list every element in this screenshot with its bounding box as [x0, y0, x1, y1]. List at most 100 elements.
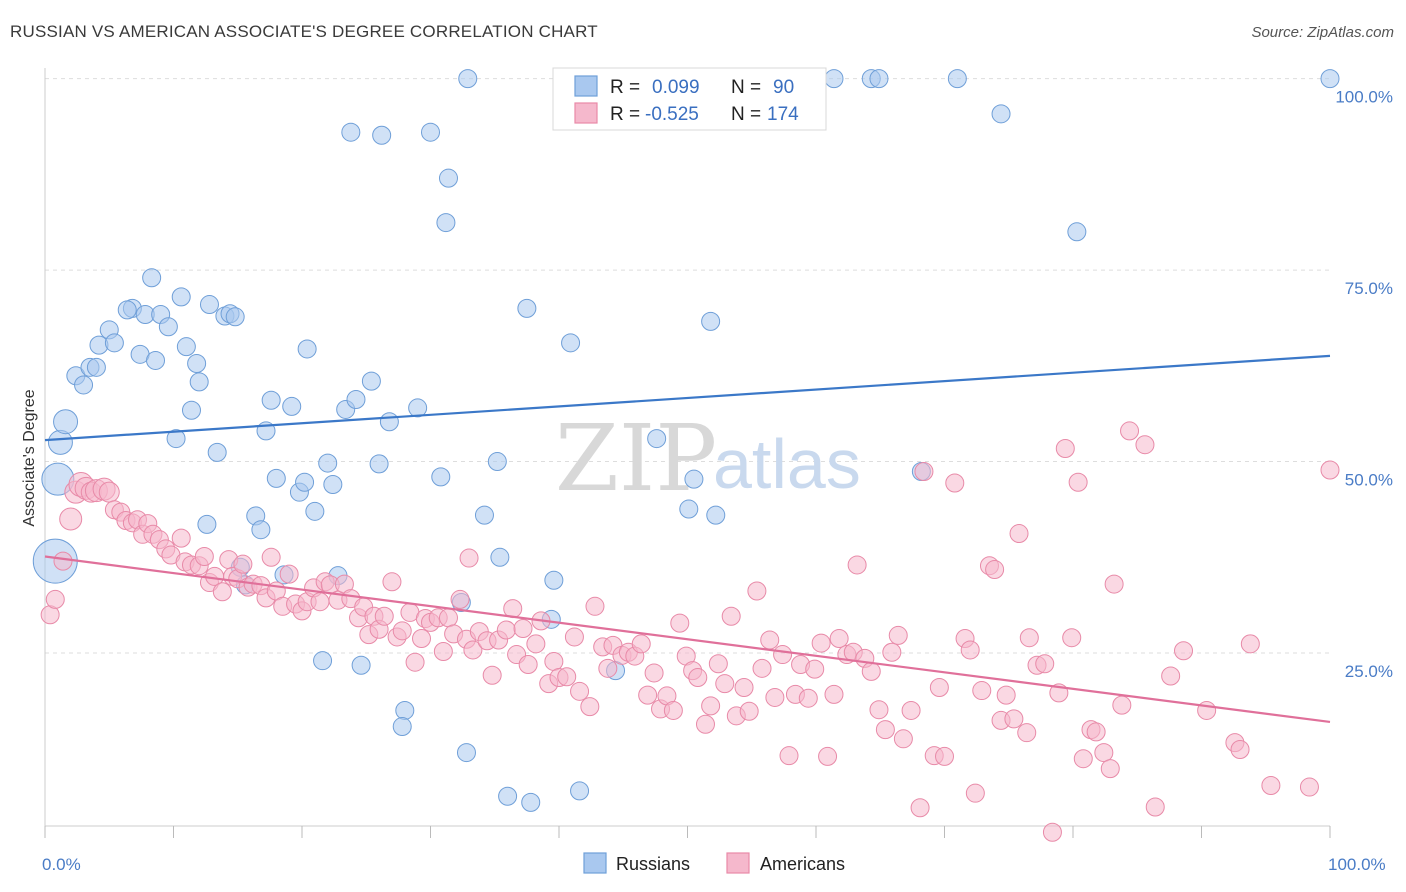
american-point-112: [715, 674, 735, 694]
american-point-81: [513, 619, 533, 639]
american-point-185: [1320, 460, 1340, 480]
russian-point-59: [421, 122, 440, 142]
russian-point-26: [199, 295, 219, 315]
russian-point-74: [561, 333, 581, 353]
russian-point-37: [266, 468, 286, 488]
russian-point-62: [436, 213, 456, 233]
russian-point-2: [47, 429, 73, 455]
american-point-173: [1112, 695, 1132, 715]
russian-point-72: [544, 570, 564, 590]
russian-point-42: [297, 339, 317, 359]
american-point-140: [893, 729, 913, 749]
american-point-176: [1145, 797, 1165, 817]
american-point-181: [1230, 740, 1250, 760]
american-point-83: [526, 634, 546, 654]
russian-point-86: [947, 69, 967, 89]
american-point-82: [518, 655, 538, 675]
russian-point-58: [408, 398, 428, 418]
russian-point-44: [313, 651, 333, 671]
russian-point-15: [142, 268, 162, 288]
american-point-63: [412, 628, 432, 648]
american-point-90: [570, 681, 590, 701]
american-point-153: [985, 560, 1005, 580]
american-point-149: [960, 640, 980, 660]
american-point-135: [861, 661, 881, 681]
american-point-145: [929, 677, 949, 697]
american-point-100: [638, 685, 658, 705]
russian-point-21: [176, 337, 196, 357]
y-axis-tick-labels: 25.0% 50.0% 75.0% 100.0%: [1335, 88, 1393, 681]
american-point-60: [392, 621, 412, 641]
american-point-138: [882, 642, 902, 662]
american-point-122: [779, 746, 799, 766]
american-point-178: [1174, 641, 1194, 661]
russian-point-68: [490, 547, 510, 567]
american-point-29: [212, 582, 232, 602]
russian-point-27: [207, 442, 227, 462]
american-point-151: [972, 681, 992, 701]
bottom-legend-swatch-americans: [726, 852, 750, 874]
russian-point-79: [684, 469, 704, 489]
american-point-156: [1004, 709, 1024, 729]
russian-point-69: [498, 786, 518, 806]
legend-r-label-2: R =: [610, 104, 640, 125]
legend-r-label-1: R =: [610, 77, 640, 98]
american-point-70: [450, 589, 470, 609]
russian-point-80: [701, 311, 721, 331]
legend-swatch-russians: [574, 75, 598, 97]
american-point-22: [171, 528, 191, 548]
american-point-150: [965, 783, 985, 803]
american-point-118: [752, 658, 772, 678]
legend-n-value-2: 174: [767, 104, 799, 125]
russian-point-70: [521, 792, 541, 812]
legend-r-value-2: -0.525: [645, 104, 699, 125]
american-point-146: [935, 746, 954, 766]
russian-point-84: [869, 69, 889, 89]
american-point-72: [459, 548, 479, 568]
y-tick-label-75: 75.0%: [1345, 279, 1393, 298]
russian-point-25: [197, 514, 217, 534]
american-point-175: [1135, 435, 1155, 455]
russian-point-60: [431, 467, 451, 487]
american-point-26: [194, 547, 214, 567]
american-point-184: [1299, 777, 1319, 797]
american-point-111: [708, 654, 728, 674]
russian-point-22: [181, 400, 201, 420]
american-point-136: [869, 700, 889, 720]
russian-point-66: [474, 505, 494, 525]
american-point-86: [544, 651, 564, 671]
y-tick-label-50: 50.0%: [1345, 471, 1393, 490]
russian-point-3: [53, 409, 79, 435]
american-point-115: [734, 677, 754, 697]
american-point-94: [598, 658, 618, 678]
american-point-126: [805, 659, 825, 679]
american-point-130: [829, 628, 849, 648]
russian-point-43: [305, 501, 325, 521]
russian-point-10: [104, 333, 124, 353]
russian-point-52: [361, 371, 381, 391]
russian-point-24: [189, 372, 209, 392]
watermark-atlas: atlas: [713, 425, 861, 503]
american-point-128: [818, 746, 838, 766]
american-point-46: [310, 592, 330, 612]
russian-point-81: [706, 505, 726, 525]
american-point-1: [45, 589, 65, 609]
russian-point-23: [187, 354, 207, 374]
russian-point-39: [282, 396, 302, 416]
american-point-127: [811, 633, 831, 653]
russian-point-82: [824, 69, 844, 89]
russian-point-51: [351, 655, 371, 675]
russian-point-41: [295, 472, 315, 492]
american-point-161: [1035, 654, 1055, 674]
american-point-183: [1261, 776, 1281, 796]
russian-point-61: [438, 168, 458, 188]
russian-point-16: [146, 350, 166, 370]
russian-point-50: [346, 390, 366, 410]
bottom-legend-russians: Russians: [616, 854, 690, 874]
russian-point-78: [679, 499, 699, 519]
american-trend-line: [44, 555, 1331, 724]
bottom-legend-swatch-russians: [583, 852, 607, 874]
x-tick-label-100: 100.0%: [1328, 855, 1386, 874]
russian-point-18: [158, 317, 178, 337]
american-point-92: [585, 596, 605, 616]
